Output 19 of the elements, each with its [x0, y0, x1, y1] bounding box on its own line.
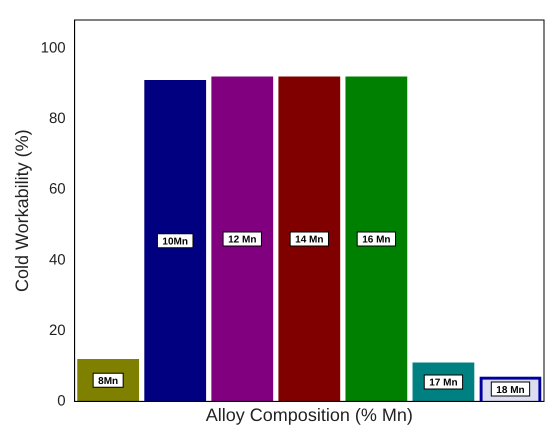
x-axis-title: Alloy Composition (% Mn) — [206, 405, 413, 426]
bar — [278, 76, 340, 402]
y-tick-label: 0 — [57, 392, 66, 410]
x-tick-label: 10Mn — [162, 236, 188, 248]
y-tick-label: 80 — [48, 110, 66, 128]
y-tick-label: 20 — [48, 322, 66, 339]
x-tick-label: 12 Mn — [228, 234, 256, 246]
x-tick-label: 18 Mn — [496, 384, 525, 396]
y-tick-label: 40 — [48, 251, 66, 268]
x-tick-label: 8Mn — [98, 376, 118, 387]
x-tick-label: 14 Mn — [295, 234, 324, 246]
bar — [211, 76, 274, 402]
y-tick-label: 100 — [40, 39, 66, 56]
x-tick-label: 17 Mn — [429, 378, 458, 389]
bar — [345, 76, 408, 402]
bar — [144, 80, 206, 402]
y-tick-label: 60 — [48, 180, 66, 198]
x-tick-label: 16 Mn — [362, 234, 391, 246]
y-axis-title: Cold Workability (%) — [12, 129, 32, 292]
